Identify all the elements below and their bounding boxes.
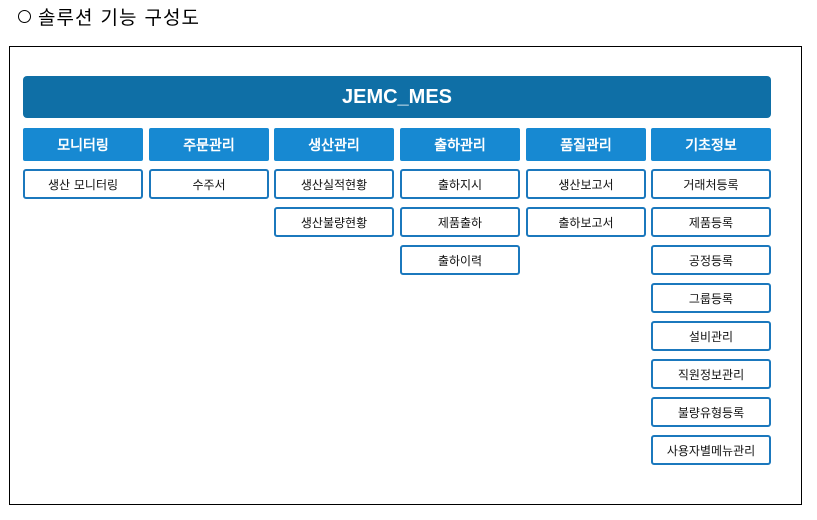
menu-item: 출하보고서 bbox=[526, 207, 646, 237]
column-monitoring: 모니터링 생산 모니터링 bbox=[23, 128, 143, 199]
menu-item: 제품등록 bbox=[651, 207, 771, 237]
category-order: 주문관리 bbox=[149, 128, 269, 161]
column-shipping: 출하관리 출하지시 제품출하 출하이력 bbox=[400, 128, 520, 275]
category-monitoring: 모니터링 bbox=[23, 128, 143, 161]
menu-item: 생산불량현황 bbox=[274, 207, 394, 237]
menu-item: 출하이력 bbox=[400, 245, 520, 275]
menu-item: 공정등록 bbox=[651, 245, 771, 275]
column-basic-info: 기초정보 거래처등록 제품등록 공정등록 그룹등록 설비관리 직원정보관리 불량… bbox=[651, 128, 771, 465]
menu-item: 생산실적현황 bbox=[274, 169, 394, 199]
menu-item: 설비관리 bbox=[651, 321, 771, 351]
category-basic-info: 기초정보 bbox=[651, 128, 771, 161]
menu-item: 생산 모니터링 bbox=[23, 169, 143, 199]
menu-item: 직원정보관리 bbox=[651, 359, 771, 389]
column-quality: 품질관리 생산보고서 출하보고서 bbox=[526, 128, 646, 237]
category-quality: 품질관리 bbox=[526, 128, 646, 161]
menu-item: 수주서 bbox=[149, 169, 269, 199]
menu-item: 생산보고서 bbox=[526, 169, 646, 199]
column-order: 주문관리 수주서 bbox=[149, 128, 269, 199]
menu-item: 사용자별메뉴관리 bbox=[651, 435, 771, 465]
heading-text: 솔루션 기능 구성도 bbox=[38, 6, 200, 29]
menu-item: 출하지시 bbox=[400, 169, 520, 199]
circle-bullet-icon bbox=[18, 9, 31, 23]
category-shipping: 출하관리 bbox=[400, 128, 520, 161]
menu-item: 그룹등록 bbox=[651, 283, 771, 313]
column-production: 생산관리 생산실적현황 생산불량현황 bbox=[274, 128, 394, 237]
menu-item: 불량유형등록 bbox=[651, 397, 771, 427]
diagram-frame bbox=[9, 46, 802, 505]
system-banner: JEMC_MES bbox=[23, 76, 771, 118]
page-heading: 솔루션 기능 구성도 bbox=[18, 4, 200, 29]
menu-item: 거래처등록 bbox=[651, 169, 771, 199]
menu-item: 제품출하 bbox=[400, 207, 520, 237]
category-production: 생산관리 bbox=[274, 128, 394, 161]
